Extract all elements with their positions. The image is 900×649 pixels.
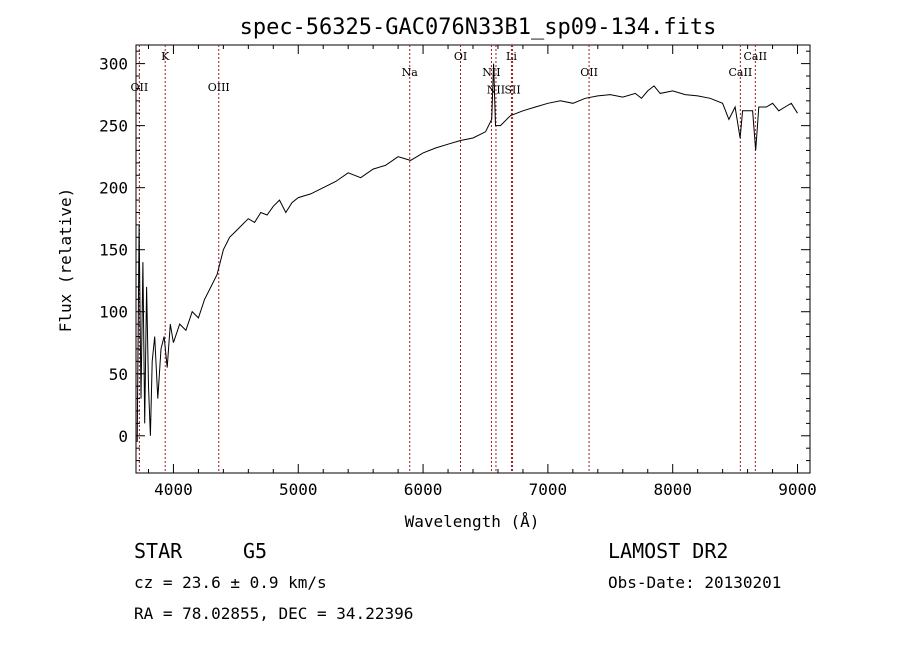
ra-dec-text: RA = 78.02855, DEC = 34.22396 — [134, 604, 413, 623]
line-label-oiii: OIII — [208, 81, 230, 94]
line-label-oi: OI — [454, 50, 467, 63]
line-label-nii: NII — [482, 66, 500, 79]
info-panel: STAR G5 LAMOST DR2 cz = 23.6 ± 0.9 km/s … — [134, 539, 781, 623]
obs-date-text: Obs-Date: 20130201 — [608, 573, 781, 592]
x-tick-label: 7000 — [529, 480, 568, 499]
y-tick-label: 200 — [99, 179, 128, 198]
line-label-caii: CaII — [729, 66, 753, 79]
y-tick-label: 150 — [99, 241, 128, 260]
line-label-nii: NII — [487, 83, 505, 96]
object-class: STAR — [134, 539, 183, 563]
y-axis-label: Flux (relative) — [56, 188, 75, 333]
x-tick-label: 5000 — [279, 480, 318, 499]
x-axis-label: Wavelength (Å) — [405, 512, 540, 531]
line-label-k: K — [161, 50, 170, 63]
x-tick-label: 4000 — [154, 480, 193, 499]
line-label-na: Na — [402, 66, 419, 79]
line-label-oii: OII — [131, 81, 149, 94]
plot-frame — [135, 44, 811, 474]
x-tick-label: 8000 — [653, 480, 692, 499]
y-tick-label: 300 — [99, 55, 128, 74]
line-label-caii: CaII — [743, 50, 767, 63]
y-tick-label: 250 — [99, 117, 128, 136]
survey-name: LAMOST DR2 — [608, 539, 728, 563]
y-tick-label: 0 — [118, 427, 128, 446]
line-label-oii: OII — [580, 66, 598, 79]
spectrum-series-line — [136, 63, 798, 443]
line-label-li: Li — [506, 50, 517, 63]
y-tick-label: 50 — [109, 365, 128, 384]
object-subclass: G5 — [243, 539, 267, 563]
chart-title: spec-56325-GAC076N33B1_sp09-134.fits — [240, 15, 717, 40]
x-tick-label: 9000 — [778, 480, 817, 499]
axis-ticks: 4000 5000 6000 7000 8000 9000 0 50 100 150 200 250 3… — [99, 45, 817, 499]
y-tick-label: 100 — [99, 303, 128, 322]
redshift-text: cz = 23.6 ± 0.9 km/s — [134, 573, 327, 592]
x-tick-label: 6000 — [404, 480, 443, 499]
line-label-sii: SII — [504, 83, 520, 96]
